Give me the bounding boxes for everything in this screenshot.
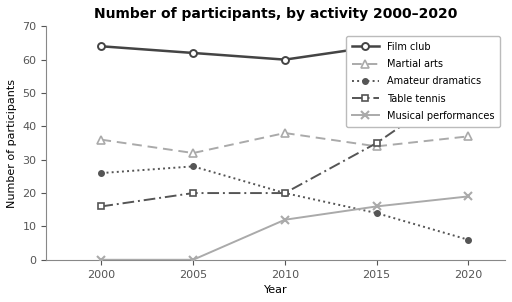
Table tennis (282, 191, 288, 195)
Table tennis (374, 141, 380, 145)
Musical performances (190, 258, 196, 262)
Film club (190, 51, 196, 55)
Amateur dramatics (465, 238, 472, 242)
Amateur dramatics (282, 191, 288, 195)
Line: Film club: Film club (98, 36, 472, 63)
Table tennis (190, 191, 196, 195)
Martial arts (190, 151, 196, 155)
Table tennis (98, 204, 104, 208)
Musical performances (282, 218, 288, 222)
Line: Table tennis: Table tennis (98, 76, 472, 210)
Title: Number of participants, by activity 2000–2020: Number of participants, by activity 2000… (94, 7, 457, 21)
Film club (374, 44, 380, 48)
Y-axis label: Number of participants: Number of participants (7, 79, 17, 207)
Musical performances (374, 204, 380, 208)
Line: Musical performances: Musical performances (97, 192, 473, 264)
Line: Amateur dramatics: Amateur dramatics (99, 164, 471, 243)
Film club (465, 38, 472, 41)
Musical performances (465, 194, 472, 198)
Film club (282, 58, 288, 61)
Musical performances (98, 258, 104, 262)
Martial arts (98, 138, 104, 142)
Martial arts (374, 145, 380, 148)
Line: Martial arts: Martial arts (97, 129, 473, 157)
Amateur dramatics (98, 171, 104, 175)
Film club (98, 44, 104, 48)
Martial arts (282, 131, 288, 135)
Legend: Film club, Martial arts, Amateur dramatics, Table tennis, Musical performances: Film club, Martial arts, Amateur dramati… (346, 36, 500, 127)
X-axis label: Year: Year (264, 285, 288, 295)
Amateur dramatics (374, 211, 380, 215)
Table tennis (465, 78, 472, 82)
Amateur dramatics (190, 165, 196, 168)
Martial arts (465, 135, 472, 138)
